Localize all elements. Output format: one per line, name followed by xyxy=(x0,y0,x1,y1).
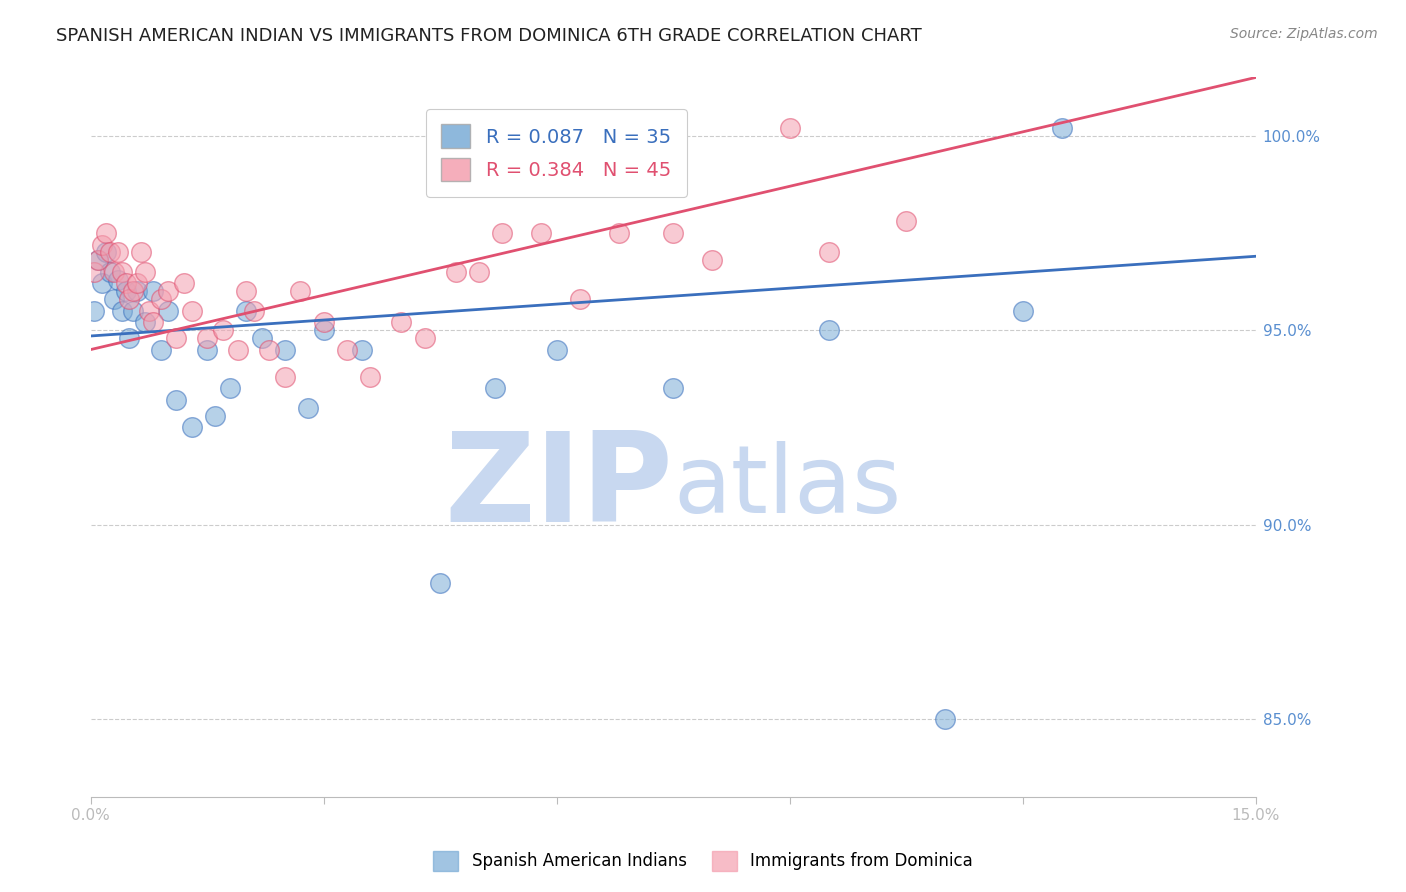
Point xyxy=(530,226,553,240)
Text: SPANISH AMERICAN INDIAN VS IMMIGRANTS FROM DOMINICA 6TH GRADE CORRELATION CHART: SPANISH AMERICAN INDIAN VS IMMIGRANTS FR… xyxy=(56,27,922,45)
Point xyxy=(103,292,125,306)
Text: Source: ZipAtlas.com: Source: ZipAtlas.com xyxy=(1230,27,1378,41)
Point xyxy=(235,303,257,318)
Point xyxy=(297,401,319,415)
Legend: R = 0.087   N = 35, R = 0.384   N = 45: R = 0.087 N = 35, R = 0.384 N = 45 xyxy=(426,109,686,197)
Point xyxy=(107,272,129,286)
Point xyxy=(94,245,117,260)
Point xyxy=(444,265,467,279)
Point xyxy=(111,303,134,318)
Point xyxy=(134,265,156,279)
Point xyxy=(468,265,491,279)
Point xyxy=(142,315,165,329)
Point xyxy=(91,277,114,291)
Point xyxy=(83,303,105,318)
Point xyxy=(274,369,297,384)
Point xyxy=(662,226,685,240)
Point xyxy=(312,315,335,329)
Point xyxy=(91,237,114,252)
Point xyxy=(817,245,839,260)
Point xyxy=(122,303,145,318)
Point xyxy=(250,331,273,345)
Point xyxy=(165,393,187,408)
Point xyxy=(129,245,152,260)
Point xyxy=(195,343,218,357)
Point xyxy=(127,277,149,291)
Point xyxy=(700,253,723,268)
Point xyxy=(1011,303,1033,318)
Point xyxy=(195,331,218,345)
Point xyxy=(118,331,141,345)
Text: ZIP: ZIP xyxy=(444,427,673,548)
Point xyxy=(359,369,381,384)
Point xyxy=(118,292,141,306)
Point xyxy=(103,265,125,279)
Point xyxy=(107,245,129,260)
Point xyxy=(413,331,436,345)
Point xyxy=(607,226,630,240)
Point xyxy=(226,343,249,357)
Point xyxy=(87,253,110,268)
Point xyxy=(142,285,165,299)
Point xyxy=(389,315,412,329)
Point xyxy=(312,323,335,337)
Point xyxy=(662,381,685,395)
Point xyxy=(779,120,801,135)
Point xyxy=(546,343,568,357)
Point xyxy=(114,285,136,299)
Text: atlas: atlas xyxy=(673,442,901,533)
Point xyxy=(127,285,149,299)
Point xyxy=(896,214,918,228)
Point xyxy=(242,303,264,318)
Point xyxy=(568,292,591,306)
Point xyxy=(1050,120,1073,135)
Point xyxy=(211,323,233,337)
Legend: Spanish American Indians, Immigrants from Dominica: Spanish American Indians, Immigrants fro… xyxy=(425,842,981,880)
Point xyxy=(94,226,117,240)
Point xyxy=(98,245,121,260)
Point xyxy=(173,277,195,291)
Point xyxy=(83,265,105,279)
Point xyxy=(204,409,226,423)
Point xyxy=(157,285,180,299)
Point xyxy=(111,265,134,279)
Point xyxy=(484,381,506,395)
Point xyxy=(138,303,160,318)
Point xyxy=(259,343,281,357)
Point xyxy=(180,303,202,318)
Point xyxy=(336,343,359,357)
Point xyxy=(98,265,121,279)
Point xyxy=(352,343,374,357)
Point xyxy=(491,226,513,240)
Point xyxy=(235,285,257,299)
Point xyxy=(157,303,180,318)
Point xyxy=(817,323,839,337)
Point xyxy=(180,420,202,434)
Point xyxy=(149,343,172,357)
Point xyxy=(122,285,145,299)
Point xyxy=(219,381,242,395)
Point xyxy=(149,292,172,306)
Point xyxy=(87,253,110,268)
Point xyxy=(134,315,156,329)
Point xyxy=(429,575,451,590)
Point xyxy=(274,343,297,357)
Point xyxy=(114,277,136,291)
Point xyxy=(290,285,312,299)
Point xyxy=(934,712,956,726)
Point xyxy=(165,331,187,345)
